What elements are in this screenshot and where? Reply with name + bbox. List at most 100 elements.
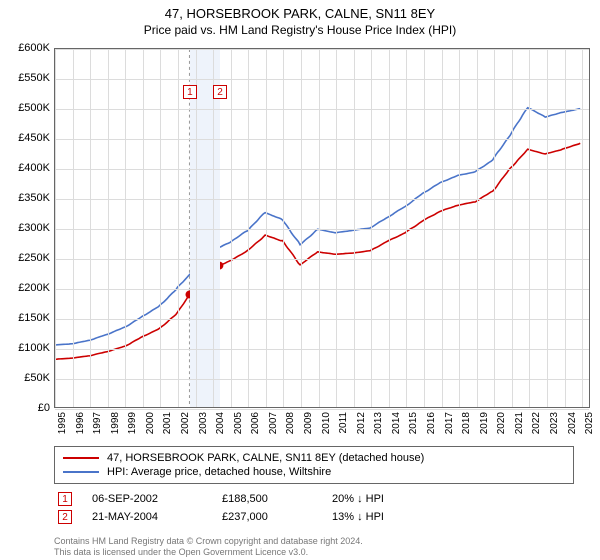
gridline-vertical bbox=[196, 49, 197, 407]
chart-svg bbox=[55, 49, 589, 407]
legend-box: 47, HORSEBROOK PARK, CALNE, SN11 8EY (de… bbox=[54, 446, 574, 484]
gridline-horizontal bbox=[55, 229, 589, 230]
gridline-vertical bbox=[231, 49, 232, 407]
x-tick-label: 2022 bbox=[531, 412, 542, 434]
gridline-vertical bbox=[371, 49, 372, 407]
gridline-horizontal bbox=[55, 379, 589, 380]
gridline-vertical bbox=[565, 49, 566, 407]
chart-title: 47, HORSEBROOK PARK, CALNE, SN11 8EY bbox=[0, 6, 600, 21]
gridline-vertical bbox=[90, 49, 91, 407]
gridline-vertical bbox=[266, 49, 267, 407]
gridline-vertical bbox=[424, 49, 425, 407]
x-tick-label: 2007 bbox=[268, 412, 279, 434]
legend-label: 47, HORSEBROOK PARK, CALNE, SN11 8EY (de… bbox=[107, 452, 424, 464]
gridline-horizontal bbox=[55, 49, 589, 50]
legend-item-property: 47, HORSEBROOK PARK, CALNE, SN11 8EY (de… bbox=[63, 451, 565, 465]
y-axis: £0£50K£100K£150K£200K£250K£300K£350K£400… bbox=[0, 48, 54, 408]
gridline-vertical bbox=[319, 49, 320, 407]
y-tick-label: £200K bbox=[18, 282, 50, 294]
sale-row-marker-icon: 2 bbox=[58, 510, 72, 524]
y-tick-label: £100K bbox=[18, 342, 50, 354]
gridline-horizontal bbox=[55, 79, 589, 80]
chart-title-block: 47, HORSEBROOK PARK, CALNE, SN11 8EY Pri… bbox=[0, 0, 600, 37]
x-tick-label: 2009 bbox=[303, 412, 314, 434]
footer-line: Contains HM Land Registry data © Crown c… bbox=[54, 536, 590, 547]
gridline-vertical bbox=[494, 49, 495, 407]
legend-label: HPI: Average price, detached house, Wilt… bbox=[107, 466, 331, 478]
sale-hpi-delta: 13% ↓ HPI bbox=[332, 511, 442, 523]
sale-date: 21-MAY-2004 bbox=[92, 511, 202, 523]
gridline-vertical bbox=[354, 49, 355, 407]
x-tick-label: 2013 bbox=[373, 412, 384, 434]
gridline-vertical bbox=[336, 49, 337, 407]
x-axis: 1995199619971998199920002001200220032004… bbox=[54, 408, 590, 444]
y-tick-label: £450K bbox=[18, 132, 50, 144]
chart-shaded-band bbox=[190, 49, 220, 407]
sale-row-marker-icon: 1 bbox=[58, 492, 72, 506]
gridline-vertical bbox=[283, 49, 284, 407]
x-tick-label: 1996 bbox=[75, 412, 86, 434]
gridline-vertical bbox=[477, 49, 478, 407]
gridline-vertical bbox=[442, 49, 443, 407]
y-tick-label: £300K bbox=[18, 222, 50, 234]
x-tick-label: 2025 bbox=[584, 412, 595, 434]
x-tick-label: 2012 bbox=[356, 412, 367, 434]
x-tick-label: 2019 bbox=[479, 412, 490, 434]
gridline-vertical bbox=[459, 49, 460, 407]
x-tick-label: 2010 bbox=[321, 412, 332, 434]
gridline-vertical bbox=[582, 49, 583, 407]
sale-row: 106-SEP-2002£188,50020% ↓ HPI bbox=[54, 490, 590, 508]
gridline-horizontal bbox=[55, 199, 589, 200]
gridline-vertical bbox=[55, 49, 56, 407]
gridline-vertical bbox=[178, 49, 179, 407]
sale-marker-flag: 1 bbox=[183, 85, 197, 99]
x-tick-label: 2017 bbox=[444, 412, 455, 434]
x-tick-label: 2002 bbox=[180, 412, 191, 434]
gridline-vertical bbox=[301, 49, 302, 407]
y-tick-label: £600K bbox=[18, 42, 50, 54]
x-tick-label: 1999 bbox=[127, 412, 138, 434]
sales-table: 106-SEP-2002£188,50020% ↓ HPI 2 21-MAY-200… bbox=[54, 490, 590, 526]
sale-price: £237,000 bbox=[222, 511, 312, 523]
x-tick-label: 2016 bbox=[426, 412, 437, 434]
x-tick-label: 2024 bbox=[567, 412, 578, 434]
x-tick-label: 1997 bbox=[92, 412, 103, 434]
gridline-vertical bbox=[248, 49, 249, 407]
sale-price: £188,500 bbox=[222, 493, 312, 505]
x-tick-label: 2021 bbox=[514, 412, 525, 434]
y-tick-label: £400K bbox=[18, 162, 50, 174]
gridline-vertical bbox=[160, 49, 161, 407]
chart-plot-area: 12 bbox=[54, 48, 590, 408]
y-tick-label: £500K bbox=[18, 102, 50, 114]
legend-item-hpi: HPI: Average price, detached house, Wilt… bbox=[63, 465, 565, 479]
gridline-vertical bbox=[547, 49, 548, 407]
x-tick-label: 2018 bbox=[461, 412, 472, 434]
gridline-horizontal bbox=[55, 349, 589, 350]
x-tick-label: 1998 bbox=[110, 412, 121, 434]
y-tick-label: £550K bbox=[18, 72, 50, 84]
gridline-vertical bbox=[529, 49, 530, 407]
footer-attribution: Contains HM Land Registry data © Crown c… bbox=[54, 536, 590, 559]
x-tick-label: 2014 bbox=[391, 412, 402, 434]
footer-line: This data is licensed under the Open Gov… bbox=[54, 547, 590, 558]
y-tick-label: £250K bbox=[18, 252, 50, 264]
legend-swatch-icon bbox=[63, 471, 99, 473]
x-tick-label: 2003 bbox=[198, 412, 209, 434]
gridline-horizontal bbox=[55, 319, 589, 320]
gridline-vertical bbox=[125, 49, 126, 407]
gridline-horizontal bbox=[55, 259, 589, 260]
x-tick-label: 2011 bbox=[338, 412, 349, 434]
gridline-vertical bbox=[389, 49, 390, 407]
gridline-vertical bbox=[143, 49, 144, 407]
legend-swatch-icon bbox=[63, 457, 99, 459]
gridline-horizontal bbox=[55, 109, 589, 110]
gridline-vertical bbox=[213, 49, 214, 407]
y-tick-label: £50K bbox=[24, 372, 50, 384]
x-tick-label: 2004 bbox=[215, 412, 226, 434]
y-tick-label: £0 bbox=[38, 402, 50, 414]
legend-and-sales: 47, HORSEBROOK PARK, CALNE, SN11 8EY (de… bbox=[54, 446, 590, 526]
x-tick-label: 2001 bbox=[162, 412, 173, 434]
sale-marker-flag: 2 bbox=[213, 85, 227, 99]
y-tick-label: £150K bbox=[18, 312, 50, 324]
x-tick-label: 2006 bbox=[250, 412, 261, 434]
